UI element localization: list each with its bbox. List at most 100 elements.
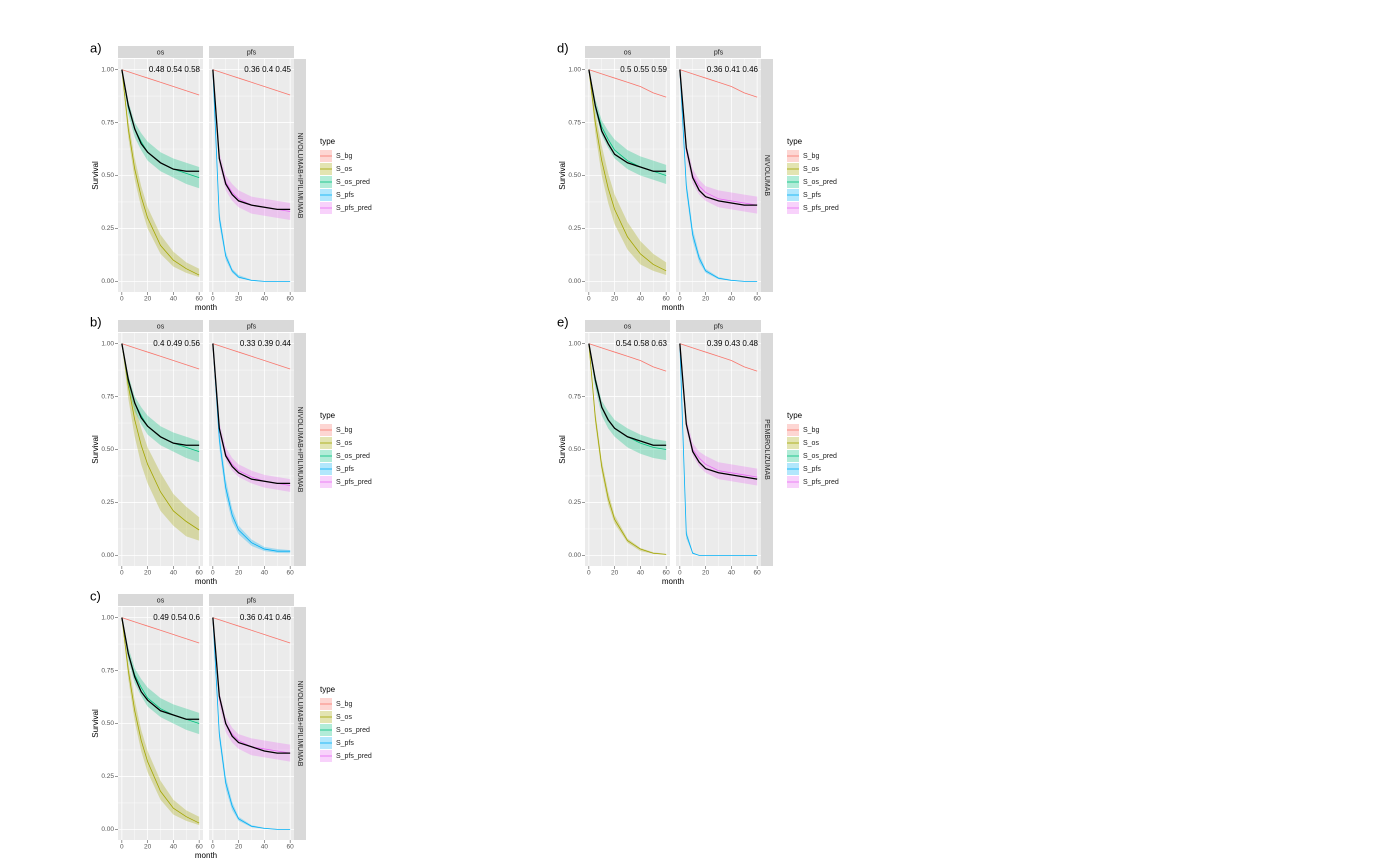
y-tick-label: 0.75 xyxy=(568,119,581,126)
survival-curve xyxy=(212,343,291,370)
facet-strip xyxy=(209,594,294,606)
facet-title: pfs xyxy=(247,597,257,604)
legend-label: S_bg xyxy=(336,701,352,708)
x-tick-label: 20 xyxy=(611,570,619,577)
survival-curve xyxy=(212,69,291,282)
x-tick-label: 40 xyxy=(170,570,178,577)
row-strip xyxy=(294,59,306,292)
facet-annotation: 0.36 0.4 0.45 xyxy=(244,65,291,74)
x-tick-label: 20 xyxy=(144,296,152,303)
x-tick-label: 0 xyxy=(587,570,591,577)
x-tick-label: 0 xyxy=(211,844,215,851)
y-tick-label: 0.50 xyxy=(568,446,581,453)
x-tick-label: 0 xyxy=(678,296,682,303)
y-tick-label: 1.00 xyxy=(101,66,114,73)
survival-curve xyxy=(679,343,758,372)
facet-title: pfs xyxy=(247,49,257,56)
row-strip xyxy=(294,333,306,566)
y-tick-label: 1.00 xyxy=(101,614,114,621)
legend-title: type xyxy=(320,411,336,420)
y-tick-label: 0.50 xyxy=(101,446,114,453)
y-tick-label: 0.75 xyxy=(568,393,581,400)
x-tick-label: 0 xyxy=(120,296,124,303)
chart-panel: d) Survival month NIVOLUMAB os 0.00 0.25 0.50 0.… xyxy=(557,40,839,312)
survival-curve xyxy=(212,617,291,830)
legend-label: S_pfs_pred xyxy=(336,205,372,212)
y-axis-title: Survival xyxy=(558,435,567,464)
km-curve xyxy=(121,343,200,446)
y-tick-label: 1.00 xyxy=(568,340,581,347)
y-tick-label: 0.25 xyxy=(101,773,114,780)
km-curve xyxy=(588,343,667,446)
legend-label: S_os_pred xyxy=(803,179,837,186)
survival-curve xyxy=(121,343,200,531)
row-strip xyxy=(761,333,773,566)
facet-title: os xyxy=(157,49,165,56)
x-tick-label: 40 xyxy=(637,296,645,303)
panel-label: c) xyxy=(90,588,101,603)
facet-strip xyxy=(676,46,761,58)
facet-title: pfs xyxy=(714,49,724,56)
legend-label: S_bg xyxy=(803,427,819,434)
confidence-band xyxy=(121,69,200,278)
legend-title: type xyxy=(320,685,336,694)
facet-strip xyxy=(585,320,670,332)
confidence-band xyxy=(121,343,200,541)
panel-label: b) xyxy=(90,314,102,329)
legend-label: S_os_pred xyxy=(336,453,370,460)
facet-strip xyxy=(676,320,761,332)
legend-label: S_pfs xyxy=(336,192,354,199)
y-tick-label: 0.50 xyxy=(101,720,114,727)
x-tick-label: 20 xyxy=(144,570,152,577)
facet-title: pfs xyxy=(714,323,724,330)
legend-label: S_os xyxy=(803,440,819,447)
x-tick-label: 60 xyxy=(287,296,295,303)
km-curve xyxy=(679,69,758,206)
y-tick-label: 0.75 xyxy=(101,393,114,400)
x-tick-label: 60 xyxy=(663,296,671,303)
facet-strip xyxy=(585,46,670,58)
x-tick-label: 40 xyxy=(728,296,736,303)
chart-panel: b) Survival month NIVOLUMAB+IPILIMUMAB os 0.0… xyxy=(90,314,372,586)
facet-strip xyxy=(209,320,294,332)
x-tick-label: 20 xyxy=(611,296,619,303)
legend-label: S_pfs_pred xyxy=(803,205,839,212)
x-tick-label: 0 xyxy=(120,844,124,851)
confidence-band xyxy=(212,617,291,762)
row-strip-label: NIVOLUMAB+IPILIMUMAB xyxy=(296,681,303,767)
x-tick-label: 20 xyxy=(235,570,243,577)
x-axis-title: month xyxy=(662,303,684,312)
survival-curve xyxy=(212,343,291,552)
x-tick-label: 60 xyxy=(287,570,295,577)
row-strip-label: NIVOLUMAB+IPILIMUMAB xyxy=(296,133,303,219)
y-tick-label: 0.00 xyxy=(568,552,581,559)
x-tick-label: 40 xyxy=(170,844,178,851)
survival-curve xyxy=(121,69,200,96)
legend-label: S_pfs xyxy=(336,740,354,747)
legend-label: S_pfs xyxy=(336,466,354,473)
row-strip-label: NIVOLUMAB+IPILIMUMAB xyxy=(296,407,303,493)
facet-strip xyxy=(209,46,294,58)
facet-annotation: 0.4 0.49 0.56 xyxy=(153,339,200,348)
km-curve xyxy=(588,69,667,172)
facet-strip xyxy=(118,46,203,58)
facet-title: os xyxy=(624,49,632,56)
confidence-band xyxy=(121,69,200,189)
survival-curve xyxy=(588,69,667,272)
x-tick-label: 0 xyxy=(211,570,215,577)
y-tick-label: 1.00 xyxy=(101,340,114,347)
survival-curve xyxy=(679,69,758,282)
km-curve xyxy=(121,69,200,172)
chart-panel: c) Survival month NIVOLUMAB+IPILIMUMAB os 0.0… xyxy=(90,588,372,860)
y-axis-title: Survival xyxy=(91,709,100,738)
y-tick-label: 0.25 xyxy=(568,225,581,232)
legend-label: S_os xyxy=(336,714,352,721)
survival-curve xyxy=(212,69,291,96)
x-tick-label: 20 xyxy=(702,296,710,303)
x-axis-title: month xyxy=(195,303,217,312)
legend-label: S_os_pred xyxy=(336,179,370,186)
row-strip xyxy=(761,59,773,292)
y-tick-label: 0.00 xyxy=(101,278,114,285)
x-tick-label: 0 xyxy=(120,570,124,577)
legend-label: S_pfs xyxy=(803,192,821,199)
